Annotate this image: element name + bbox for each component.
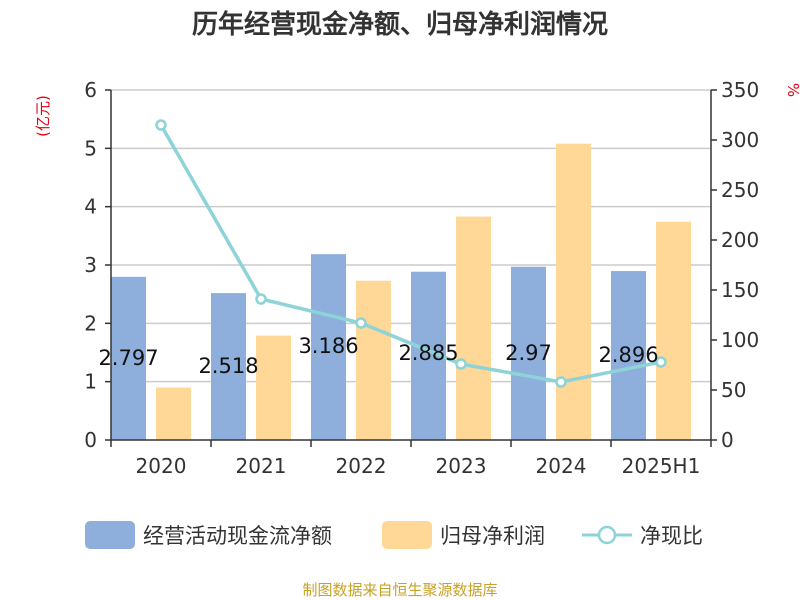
bar-0-0: [111, 276, 146, 440]
ratio-point-4: [555, 376, 567, 388]
left-axis-unit: (亿元): [34, 95, 52, 137]
right-tick-label-5: 250: [721, 178, 759, 202]
legend: 经营活动现金流净额 归母净利润 净现比: [85, 521, 703, 549]
bar-1-2: [356, 280, 391, 440]
left-tick-label-2: 2: [84, 311, 97, 335]
x-tick-label-5: 2025H1: [622, 454, 701, 478]
bar-1-1: [256, 335, 291, 440]
bar-0-5: [611, 271, 646, 440]
right-tick-label-2: 100: [721, 328, 759, 352]
legend-label-0: 经营活动现金流净额: [143, 524, 332, 548]
bar-1-4: [556, 143, 591, 440]
bar-0-4: [511, 266, 546, 440]
bar-value-label-0: 2.797: [98, 346, 158, 370]
ratio-line: [155, 119, 667, 388]
legend-label-1: 归母净利润: [440, 524, 545, 548]
right-tick-label-3: 150: [721, 278, 759, 302]
ratio-line-path: [159, 124, 662, 384]
legend-swatch-0: [85, 521, 135, 549]
left-tick-label-3: 3: [84, 253, 97, 277]
left-tick-label-1: 1: [84, 370, 97, 394]
x-tick-label-2: 2022: [336, 454, 387, 478]
source-note: 制图数据来自恒生聚源数据库: [302, 581, 497, 599]
right-tick-label-0: 0: [721, 428, 734, 452]
bar-0-2: [311, 254, 346, 440]
bar-1-5: [656, 221, 691, 440]
right-tick-label-1: 50: [721, 378, 746, 402]
bar-value-label-5: 2.896: [598, 343, 658, 367]
right-tick-label-6: 300: [721, 128, 759, 152]
x-tick-label-3: 2023: [436, 454, 487, 478]
left-tick-label-0: 0: [84, 428, 97, 452]
left-tick-label-6: 6: [84, 78, 97, 102]
ratio-point-5: [655, 356, 667, 368]
left-tick-label-5: 5: [84, 136, 97, 160]
left-tick-label-4: 4: [84, 195, 97, 219]
chart-title: 历年经营现金净额、归母净利润情况: [192, 9, 608, 40]
ratio-point-1: [255, 293, 267, 305]
right-tick-label-4: 200: [721, 228, 759, 252]
legend-label-2: 净现比: [640, 524, 703, 548]
x-tick-label-0: 2020: [136, 454, 187, 478]
x-tick-label-1: 2021: [236, 454, 287, 478]
bar-1-0: [156, 387, 191, 440]
bar-0-1: [211, 293, 246, 440]
ratio-point-3: [455, 358, 467, 370]
right-axis-unit: %: [784, 83, 800, 97]
legend-swatch-1: [382, 521, 432, 549]
ratio-point-2: [355, 317, 367, 329]
legend-marker-2: [597, 525, 617, 545]
bar-value-label-4: 2.97: [505, 341, 552, 365]
axes: 0 1 2 3 4 5 6 0 50 100 150 200 250 300 350 2020 2021 2022…: [84, 78, 759, 478]
x-tick-label-4: 2024: [536, 454, 587, 478]
bar-1-3: [456, 216, 491, 440]
bar-value-label-2: 3.186: [298, 334, 358, 358]
bar-value-label-3: 2.885: [398, 341, 458, 365]
data-labels: 2.797 2.518 3.186 2.885 2.97 2.896: [98, 334, 658, 378]
right-tick-label-7: 350: [721, 78, 759, 102]
bar-value-label-1: 2.518: [198, 354, 258, 378]
ratio-point-0: [155, 119, 167, 131]
